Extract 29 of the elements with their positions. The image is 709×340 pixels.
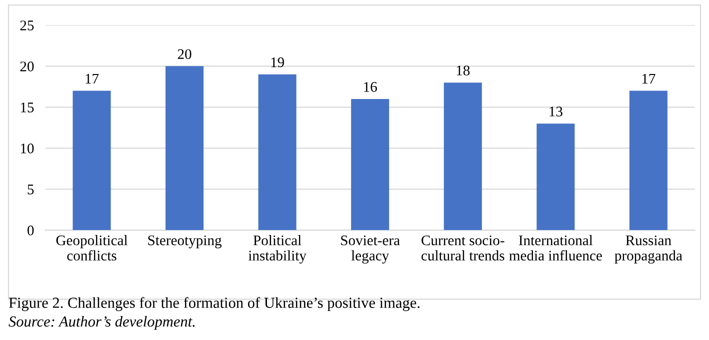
data-label: 13 bbox=[550, 106, 562, 116]
y-tick-label: 5 bbox=[28, 184, 34, 194]
bar bbox=[166, 66, 204, 230]
x-tick-label: Geopolitical conflicts bbox=[56, 235, 128, 261]
data-label: 17 bbox=[642, 74, 656, 84]
bar bbox=[629, 90, 668, 230]
source-note: Source: Author’s development. bbox=[8, 316, 195, 330]
data-label: 16 bbox=[364, 82, 377, 92]
y-tick-label: 20 bbox=[20, 62, 34, 72]
x-tick-label: Current socio-cultural trends bbox=[422, 236, 504, 261]
caption: Figure 2. Challenges for the formation of Ukraine’s positive image. bbox=[8, 297, 420, 312]
bar bbox=[444, 82, 482, 230]
bar bbox=[536, 124, 575, 230]
x-tick-label: Russian propaganda bbox=[614, 236, 682, 264]
y-tick-label: 10 bbox=[20, 144, 34, 154]
y-tick-label: 0 bbox=[28, 226, 34, 236]
x-tick-label: Soviet-era legacy bbox=[341, 236, 400, 264]
bar bbox=[72, 90, 111, 230]
x-tick-label: Stereotyping bbox=[148, 235, 222, 248]
data-label: 17 bbox=[86, 74, 99, 84]
x-tick-label: Political instability bbox=[248, 235, 306, 264]
data-label: 18 bbox=[456, 66, 470, 76]
y-tick-label: 25 bbox=[20, 20, 34, 30]
data-label: 20 bbox=[178, 49, 192, 60]
data-label: 19 bbox=[271, 57, 284, 68]
x-tick-label: International media influence bbox=[509, 235, 602, 261]
y-tick-label: 15 bbox=[20, 102, 34, 112]
bar bbox=[351, 98, 390, 230]
bar bbox=[258, 74, 296, 230]
